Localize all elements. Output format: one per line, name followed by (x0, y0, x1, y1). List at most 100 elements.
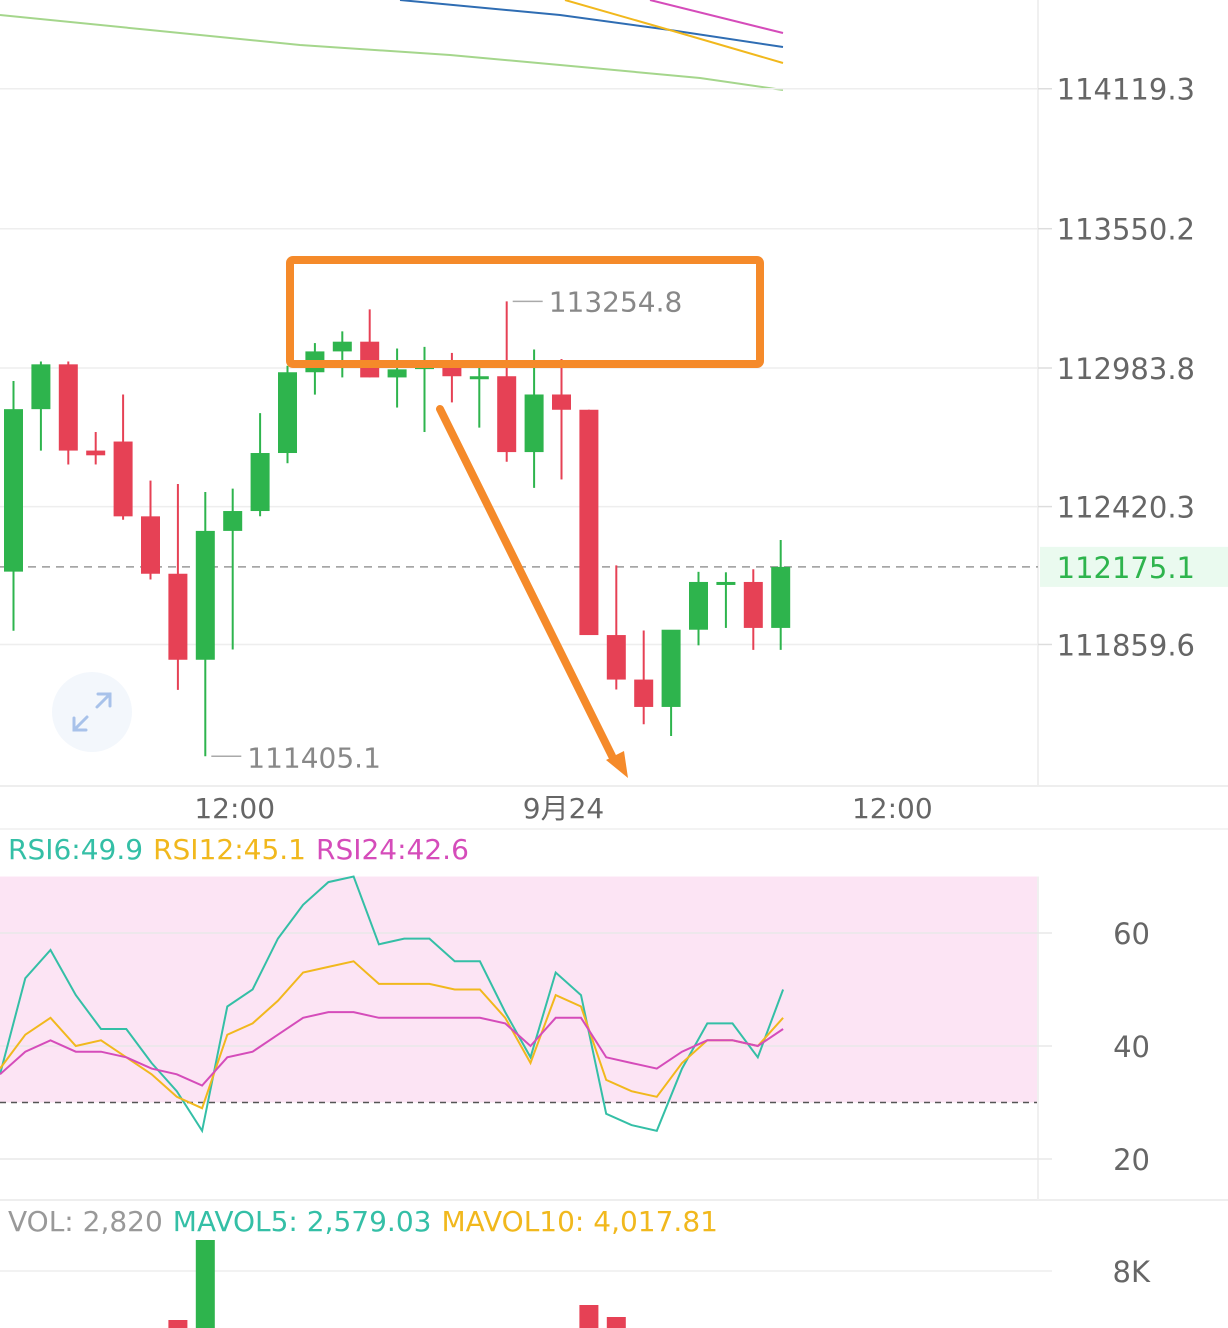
candle-body (168, 573, 188, 660)
candle-body (113, 441, 133, 517)
ma-line-pink (649, 0, 784, 34)
rsi-layer: 60 40 20 RSI6:49.9 RSI12:45.1 RSI24:42.6 (0, 833, 1150, 1200)
vol-bar (579, 1305, 599, 1328)
vol-bar (195, 1240, 215, 1328)
candle-body (634, 679, 654, 707)
candle-body (387, 369, 407, 378)
candle (524, 349, 544, 488)
candle-body (469, 376, 489, 380)
trend-arrow-head (606, 751, 628, 778)
candle (332, 331, 352, 378)
candle (469, 360, 489, 428)
candle (716, 572, 736, 628)
candle (606, 565, 626, 690)
ma-line-blue (399, 0, 784, 48)
candle-body (716, 581, 736, 585)
candle (168, 484, 188, 690)
candle-body (606, 635, 626, 680)
candle-body (442, 364, 462, 377)
vol-layer: 8K VOL: 2,820 MAVOL5: 2,579.03 MAVOL10: 4,0… (0, 1205, 1151, 1328)
vol-bar (168, 1320, 188, 1328)
time-axis-label: 12:00 (194, 792, 275, 825)
vol-legend-item: MAVOL5: 2,579.03 (173, 1205, 432, 1238)
candle (661, 629, 681, 736)
candle (250, 413, 270, 517)
candle (771, 540, 791, 650)
ma-lines (0, 0, 784, 91)
candle-body (332, 341, 352, 352)
expand-arrows-icon (72, 692, 112, 732)
candle (223, 488, 243, 650)
expand-button[interactable] (52, 672, 132, 752)
candle-body (223, 511, 243, 531)
candle (387, 348, 407, 408)
candle (31, 361, 51, 451)
price-axis-label: 112983.8 (1057, 352, 1195, 386)
rsi-axis-label: 40 (1113, 1030, 1150, 1064)
vol-legend-item: VOL: 2,820 (8, 1205, 163, 1238)
candle (497, 301, 517, 462)
rsi-legend-item: RSI12:45.1 (153, 833, 306, 866)
candle-body (743, 581, 763, 628)
trend-arrow-shaft (436, 405, 616, 760)
candle-body (689, 581, 708, 630)
annotation-layer (286, 256, 764, 778)
low-price-label: 111405.1 (247, 741, 381, 774)
price-axis-label: 111859.6 (1057, 628, 1195, 662)
candle (86, 432, 106, 465)
price-axis-label: 114119.3 (1057, 73, 1195, 107)
candle-body (31, 364, 51, 410)
candle (141, 480, 160, 580)
candle (634, 630, 654, 725)
candle-body (771, 566, 791, 628)
candle-body (524, 394, 544, 453)
candle-body (661, 629, 681, 707)
time-axis-label: 12:00 (852, 792, 933, 825)
rsi-axis-label: 60 (1113, 917, 1150, 951)
candle-body (579, 409, 599, 636)
vol-legend-item: MAVOL10: 4,017.81 (441, 1205, 717, 1238)
candle-body (250, 453, 270, 512)
vol-axis-label: 8K (1113, 1255, 1151, 1289)
candle-body (4, 409, 23, 572)
candle (4, 381, 23, 631)
candle-body (552, 394, 571, 410)
axis-layer: 114119.3 113550.2 112983.8 112420.3 111859.6… (194, 73, 1228, 825)
time-axis-label: 9月24 (523, 792, 604, 825)
rsi-axis-label: 20 (1113, 1143, 1150, 1177)
price-axis-label: 112420.3 (1057, 491, 1195, 525)
grid-layer (0, 0, 1228, 1201)
candle-body (278, 372, 297, 454)
candle (579, 409, 599, 636)
candle (743, 569, 763, 650)
candle-layer (4, 301, 791, 757)
candle-body (58, 364, 78, 451)
current-price-box (1040, 546, 1228, 587)
highlight-box (286, 256, 764, 368)
candle-body (360, 341, 380, 378)
rsi-series-line-rsi6 (0, 875, 785, 1134)
rsi-legend-item: RSI24:42.6 (316, 833, 469, 866)
candle (552, 359, 571, 480)
current-price-label: 112175.1 (1057, 551, 1195, 585)
candle (113, 394, 133, 520)
candle-body (195, 530, 215, 660)
vol-bar (606, 1317, 626, 1328)
candle (58, 361, 78, 465)
candle-body (86, 450, 106, 456)
rsi-series-line-rsi24 (0, 1011, 784, 1087)
ma-line-orange (564, 0, 784, 64)
candle (278, 365, 297, 464)
rsi-band (0, 876, 1038, 1103)
high-price-label: 113254.8 (549, 285, 683, 318)
rsi-legend-item: RSI6:49.9 (8, 833, 143, 866)
candle-body (141, 516, 160, 574)
candle (689, 571, 708, 646)
candle (415, 346, 434, 433)
candle-body (497, 376, 517, 453)
candle (305, 343, 325, 395)
ma-line-green (0, 14, 784, 91)
price-axis-label: 113550.2 (1057, 213, 1195, 247)
rsi-legend: RSI6:49.9 RSI12:45.1 RSI24:42.6 (8, 833, 469, 866)
